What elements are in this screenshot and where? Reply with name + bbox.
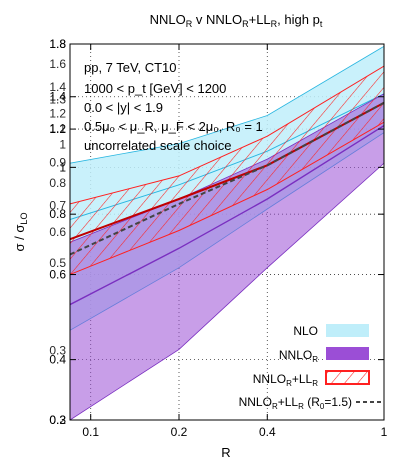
y-tick-label-overlap: 0.3 <box>49 344 66 358</box>
y-tick-label: 1.8 <box>49 37 66 51</box>
x-tick-label: 0.2 <box>171 425 188 439</box>
legend: NLO NNLOR NNLOR+LLR NNLOR+LLR (R0=1.5) <box>239 324 384 411</box>
y-tick-label-overlap: 1.2 <box>49 106 66 120</box>
y-tick-label-overlap: 1.6 <box>49 57 66 71</box>
y-tick-label-overlap: 1.1 <box>49 121 66 135</box>
y-tick-label: 1 <box>59 160 66 174</box>
y-tick-label-overlap: 1.3 <box>49 93 66 107</box>
annotation-process: pp, 7 TeV, CT10 <box>84 60 177 75</box>
y-axis-label: σ / σLO <box>12 213 29 252</box>
annotation-pt-range: 1000 < p_t [GeV] < 1200 <box>84 81 226 96</box>
y-tick-label-overlap: 0.9 <box>49 156 66 170</box>
line-nnlo-ll-r15 <box>70 101 384 256</box>
ticks: 0.1 0.2 0.4 10.30.40.60.811.21.41.80.20.30.… <box>49 37 387 439</box>
y-tick-label: 0.6 <box>49 268 66 282</box>
y-tick-label-overlap: 0.2 <box>49 413 66 427</box>
chart-title: NNLOR v NNLOR+LLR, high pt <box>150 12 323 29</box>
x-tick-label: 0.4 <box>259 425 276 439</box>
legend-label-nnlo-ll-r15: NNLOR+LLR (R0=1.5) <box>239 395 352 411</box>
x-tick-label: 0.1 <box>82 425 99 439</box>
line-nnlo-central <box>70 125 384 306</box>
y-tick-label-overlap: 0.7 <box>49 199 66 213</box>
legend-swatch-nnlo-ll <box>325 370 370 385</box>
y-tick-label-overlap: 0.5 <box>49 256 66 270</box>
x-tick-label: 1 <box>381 425 388 439</box>
legend-swatch-nnlo <box>326 347 369 360</box>
annotation-scale-choice: uncorrelated scale choice <box>84 138 231 153</box>
annotations: pp, 7 TeV, CT10 1000 < p_t [GeV] < 1200 … <box>84 60 263 153</box>
y-tick-label: 0.3 <box>49 413 66 427</box>
y-tick-label: 0.8 <box>49 207 66 221</box>
x-axis-label: R <box>221 445 230 460</box>
legend-swatch-nlo <box>326 324 369 337</box>
y-tick-label-overlap: 0.8 <box>49 176 66 190</box>
annotation-rapidity: 0.0 < |y| < 1.9 <box>84 100 163 115</box>
annotation-scales: 0.5μ₀ < μ_R, μ_F < 2μ₀, R₀ = 1 <box>84 119 263 134</box>
legend-label-nlo: NLO <box>293 324 318 338</box>
y-tick-label: 0.4 <box>49 353 66 367</box>
bands <box>70 45 384 420</box>
legend-label-nnlo: NNLOR <box>279 348 318 364</box>
y-tick-label-overlap: 1.4 <box>49 80 66 94</box>
band-nnlo-ll <box>70 65 384 276</box>
legend-label-nnlo-ll: NNLOR+LLR <box>253 372 318 388</box>
y-tick-label: 1.2 <box>49 122 66 136</box>
y-tick-label-overlap: 1 <box>59 138 66 152</box>
y-tick-label: 1.4 <box>49 90 66 104</box>
plot-frame <box>69 43 385 421</box>
y-tick-label-overlap: 1.8 <box>49 37 66 51</box>
y-tick-label-overlap: 0.6 <box>49 225 66 239</box>
